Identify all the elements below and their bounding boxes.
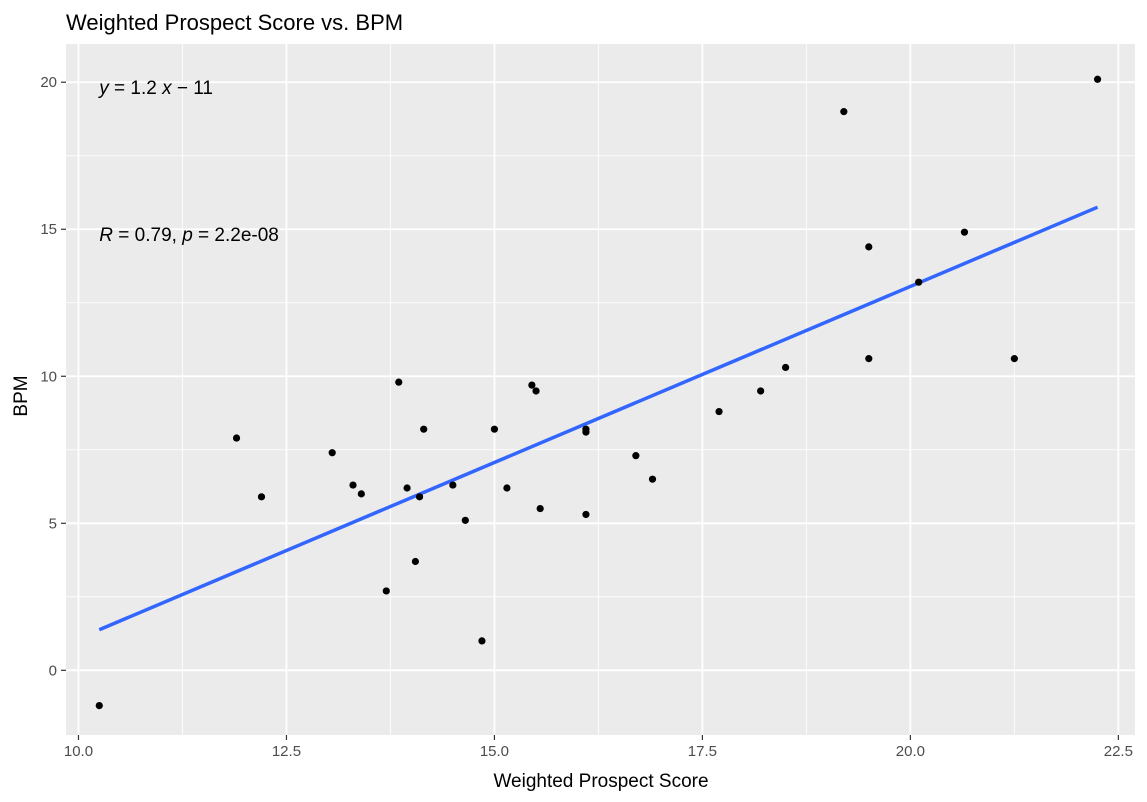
data-point bbox=[782, 364, 789, 371]
data-point bbox=[383, 587, 390, 594]
data-point bbox=[528, 381, 535, 388]
data-point bbox=[491, 426, 498, 433]
x-tick-label: 20.0 bbox=[896, 743, 925, 760]
data-point bbox=[96, 702, 103, 709]
data-point bbox=[233, 434, 240, 441]
x-tick-label: 15.0 bbox=[480, 743, 509, 760]
data-point bbox=[349, 481, 356, 488]
data-point bbox=[258, 493, 265, 500]
data-point bbox=[537, 505, 544, 512]
data-point bbox=[757, 387, 764, 394]
data-point bbox=[865, 243, 872, 250]
data-point bbox=[420, 426, 427, 433]
x-tick-label: 17.5 bbox=[688, 743, 717, 760]
chart-title: Weighted Prospect Score vs. BPM bbox=[66, 10, 403, 35]
data-point bbox=[915, 279, 922, 286]
data-point bbox=[1094, 76, 1101, 83]
y-tick-label: 0 bbox=[49, 662, 57, 679]
data-point bbox=[865, 355, 872, 362]
data-point bbox=[632, 452, 639, 459]
data-point bbox=[532, 387, 539, 394]
y-tick-label: 15 bbox=[40, 221, 57, 238]
y-axis-ticks: 0 5 10 15 20 bbox=[40, 74, 66, 679]
data-point bbox=[478, 637, 485, 644]
correlation-stats: R = 0.79, p = 2.2e-08 bbox=[99, 225, 279, 246]
y-tick-label: 10 bbox=[40, 368, 57, 385]
data-point bbox=[329, 449, 336, 456]
y-axis-title: BPM bbox=[11, 375, 32, 416]
data-point bbox=[840, 108, 847, 115]
x-tick-label: 12.5 bbox=[272, 743, 301, 760]
y-tick-label: 5 bbox=[49, 515, 57, 532]
data-point bbox=[395, 379, 402, 386]
data-point bbox=[462, 517, 469, 524]
plot-panel bbox=[66, 44, 1135, 735]
data-point bbox=[358, 490, 365, 497]
x-tick-label: 22.5 bbox=[1104, 743, 1133, 760]
data-point bbox=[1011, 355, 1018, 362]
x-tick-label: 10.0 bbox=[64, 743, 93, 760]
data-point bbox=[582, 511, 589, 518]
data-point bbox=[416, 493, 423, 500]
x-axis-ticks: 10.0 12.5 15.0 17.5 20.0 22.5 bbox=[64, 735, 1133, 760]
data-point bbox=[403, 484, 410, 491]
data-point bbox=[582, 429, 589, 436]
data-point bbox=[412, 558, 419, 565]
data-point bbox=[649, 476, 656, 483]
data-point bbox=[961, 229, 968, 236]
x-axis-title: Weighted Prospect Score bbox=[493, 771, 708, 792]
y-tick-label: 20 bbox=[40, 74, 57, 91]
data-point bbox=[449, 481, 456, 488]
regression-equation: y = 1.2 x − 11 bbox=[97, 78, 213, 99]
data-point bbox=[715, 408, 722, 415]
data-point bbox=[503, 484, 510, 491]
